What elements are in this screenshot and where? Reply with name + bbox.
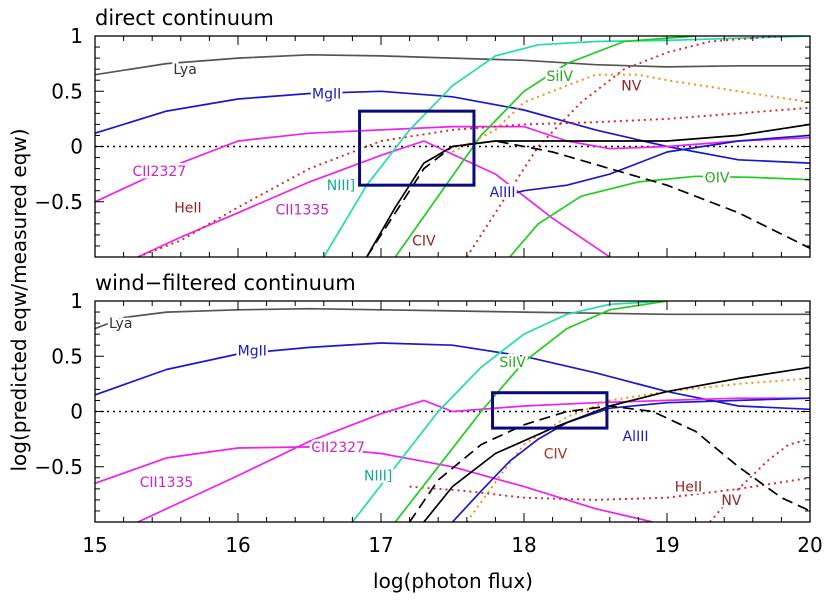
y-tick-label: 0 — [70, 135, 83, 159]
x-tick-label: 16 — [225, 533, 250, 557]
y-tick-label: 0 — [70, 400, 83, 424]
x-tick-label: 18 — [511, 533, 536, 557]
highlight-box — [358, 109, 476, 187]
curve-label-mgii: MgII — [238, 344, 267, 360]
series-line-lya — [95, 307, 810, 330]
curve-label-oiv: OIV — [705, 170, 730, 186]
series-line-civ — [466, 377, 810, 522]
y-tick-label: 1 — [70, 24, 83, 48]
series-line-niii — [323, 36, 810, 257]
plot-area — [95, 36, 810, 257]
y-tick-label: −0.5 — [34, 190, 83, 214]
curve-label-mgii: MgII — [312, 86, 341, 102]
series-line-nv — [452, 73, 810, 153]
x-tick-label: 19 — [654, 533, 679, 557]
plot-area — [95, 301, 810, 522]
curve-label-cii1335: CII1335 — [276, 202, 330, 218]
x-tick-label: 20 — [797, 533, 822, 557]
series-line-curve-dashed — [408, 405, 810, 522]
curve-label-cii1335: CII1335 — [140, 475, 194, 491]
panel-title: direct continuum — [95, 6, 274, 30]
y-axis-label: log(predicted eqw/measured eqw) — [7, 128, 31, 471]
series-line-cii2327 — [95, 446, 653, 522]
curve-label-lya: Lya — [173, 62, 196, 78]
curve-label-civ: CIV — [412, 233, 436, 249]
curve-label-siiv: SiIV — [547, 69, 574, 85]
series-line-heii — [409, 476, 810, 501]
x-tick-label: 17 — [368, 533, 393, 557]
x-axis-label: log(photon flux) — [373, 569, 533, 593]
series-line-mgii — [95, 342, 810, 411]
series-line-aliii — [502, 134, 810, 198]
series-line-aliii — [451, 397, 810, 522]
curve-label-cii2327: CII2327 — [133, 164, 187, 180]
curve-label-lya: Lya — [109, 316, 132, 332]
y-tick-label: 0.5 — [51, 344, 83, 368]
x-tick-label: 15 — [82, 533, 107, 557]
y-tick-label: 1 — [70, 289, 83, 313]
curve-label-nv: NV — [621, 79, 641, 95]
series-line-curve-dashed — [365, 140, 810, 257]
curve-label-nv: NV — [721, 493, 741, 509]
series-line-curve-solid — [423, 366, 810, 522]
curve-label-niii: NIII] — [364, 469, 392, 485]
curve-label-siiv: SiIV — [499, 355, 526, 371]
series-line-oiv — [509, 175, 810, 257]
series-line-heii — [137, 106, 810, 257]
curve-label-heii: HeII — [675, 480, 702, 496]
series-line-siiv — [394, 301, 668, 522]
curve-label-aliii: AlIII — [623, 429, 649, 445]
panel-direct-continuum: direct continuum Lya MgII SiIV NV CII2327 HeI… — [34, 6, 811, 258]
series-line-lya — [95, 53, 810, 76]
series-line-niii — [351, 301, 668, 522]
y-tick-label: 0.5 — [51, 79, 83, 103]
series-line-mgii — [95, 90, 810, 164]
curve-label-civ: CIV — [544, 446, 568, 462]
series-line-civ — [466, 36, 782, 257]
series-line-siiv — [394, 36, 696, 257]
highlight-box — [491, 391, 609, 430]
series-line-nv — [709, 438, 810, 522]
y-tick-label: −0.5 — [34, 455, 83, 479]
panel-wind-filtered-continuum: wind−filtered continuum Lya MgII SiIV CII23… — [34, 271, 822, 557]
curve-label-cii2327: CII2327 — [311, 440, 365, 456]
series-line-cii1335 — [137, 140, 611, 257]
panel-title: wind−filtered continuum — [95, 271, 356, 295]
curve-label-heii: HeII — [174, 200, 201, 216]
curve-label-niii: NIII] — [327, 178, 355, 194]
series-line-cii1335 — [137, 397, 810, 522]
curve-label-aliii: AlIII — [490, 185, 516, 201]
